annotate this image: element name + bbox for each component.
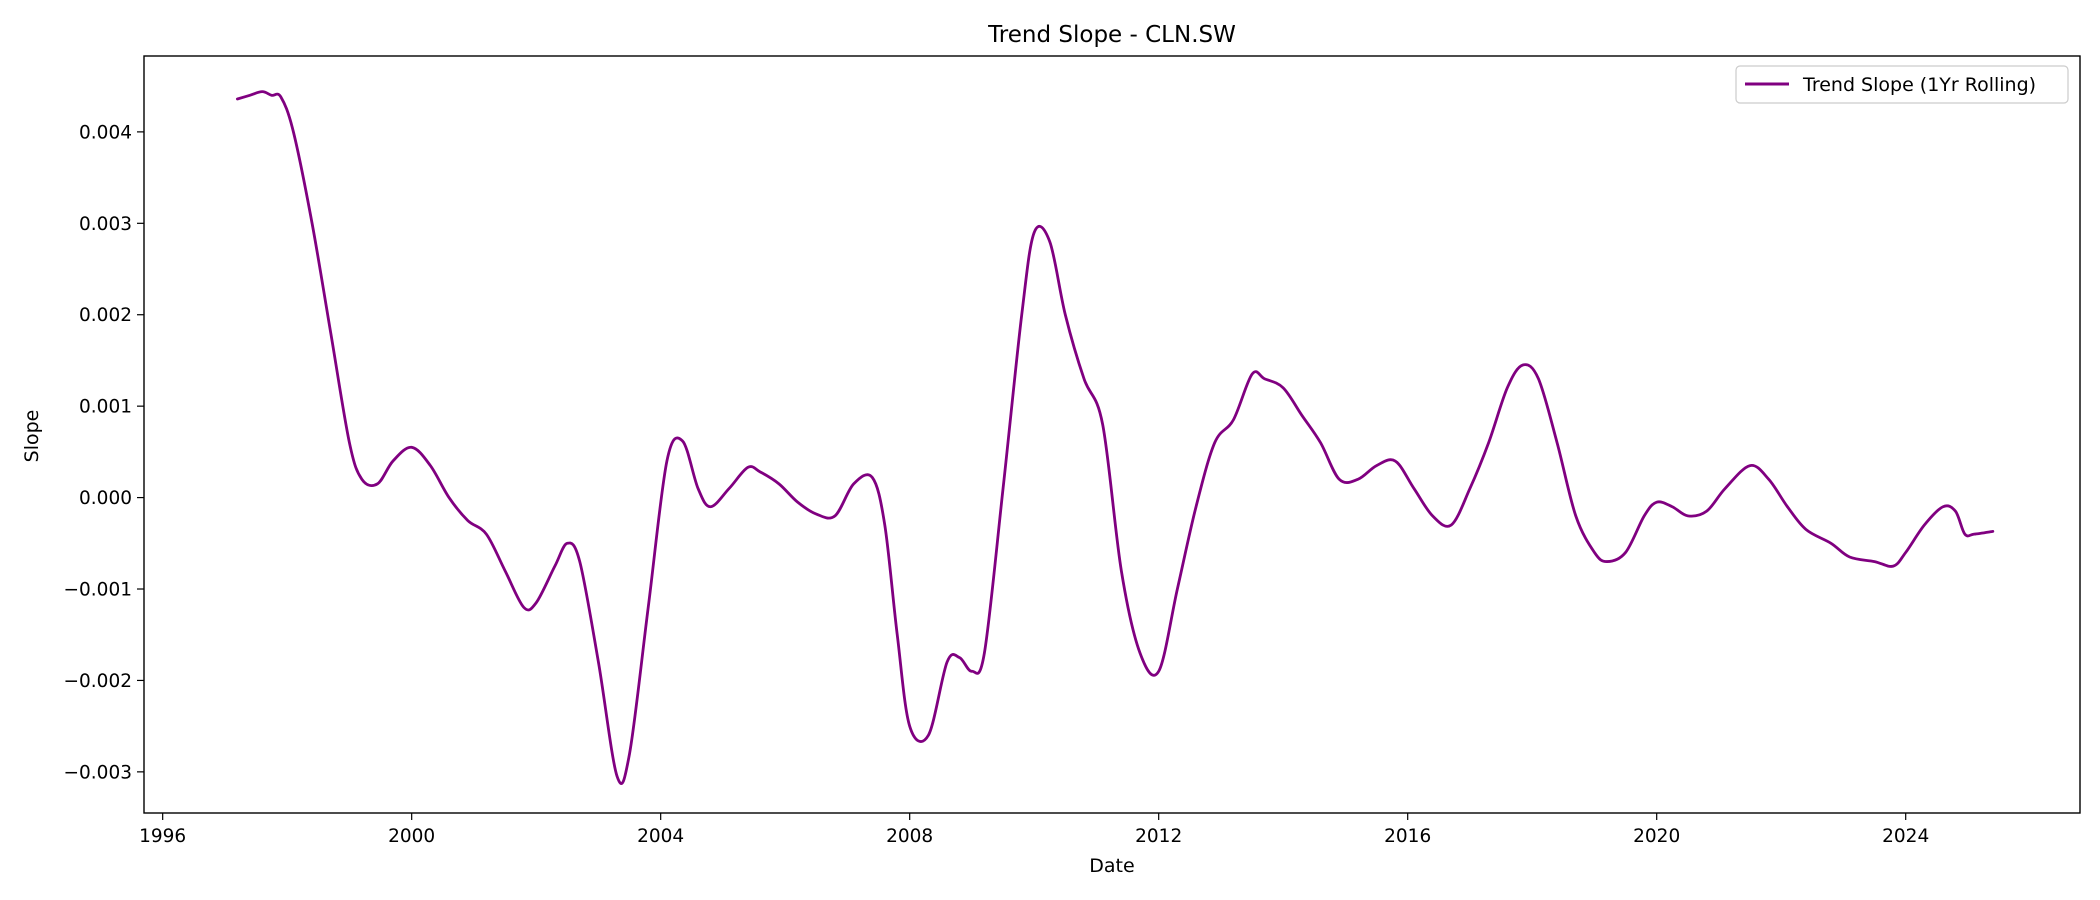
y-tick-label: −0.001	[64, 580, 132, 601]
axes-frame	[143, 55, 2081, 814]
y-tick-label: 0.001	[79, 397, 132, 418]
y-axis-label: Slope	[21, 410, 43, 463]
y-axis: −0.003 −0.002 −0.001 0.000 0.001 0.002 0.003 0.…	[64, 122, 144, 783]
chart-title: Trend Slope - CLN.SW	[987, 22, 1236, 48]
y-tick-label: −0.002	[64, 671, 132, 692]
x-tick-label: 2024	[1882, 826, 1929, 847]
y-tick-label: −0.003	[64, 762, 132, 783]
x-tick-label: 2012	[1135, 826, 1182, 847]
y-tick-label: 0.000	[79, 488, 132, 509]
x-axis: 1996 2000 2004 2008 2012 2016 2020 2024	[139, 813, 1929, 847]
series-line	[235, 90, 1995, 785]
x-tick-label: 2016	[1384, 826, 1431, 847]
x-tick-label: 2000	[388, 826, 435, 847]
plot-area	[235, 90, 1995, 785]
x-axis-label: Date	[1089, 855, 1134, 877]
x-tick-label: 2004	[637, 826, 684, 847]
y-tick-label: 0.003	[79, 214, 132, 235]
y-tick-label: 0.004	[79, 122, 132, 143]
y-tick-label: 0.002	[79, 305, 132, 326]
x-tick-label: 2008	[886, 826, 933, 847]
legend-box	[1735, 65, 2069, 104]
x-tick-label: 2020	[1633, 826, 1680, 847]
legend: Trend Slope (1Yr Rolling)	[1735, 65, 2069, 104]
x-tick-label: 1996	[139, 826, 186, 847]
legend-label: Trend Slope (1Yr Rolling)	[1802, 74, 2036, 96]
